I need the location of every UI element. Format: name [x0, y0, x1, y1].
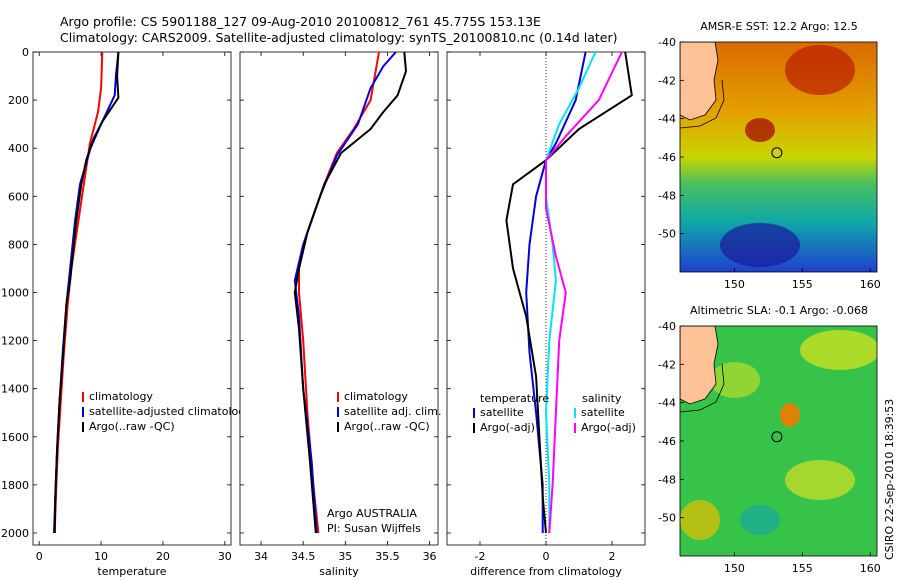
salinity-xtick-label: 34	[254, 550, 268, 563]
salinity-legend-label: satellite adj. clim.	[344, 405, 441, 418]
depth-tick-label: 1600	[1, 431, 29, 444]
temperature-xlabel: temperature	[97, 565, 166, 578]
depth-tick-label: 1200	[1, 335, 29, 348]
tasmania-land	[680, 42, 719, 121]
difference-xtick-label: 0	[543, 550, 550, 563]
sla-high-patch-2	[710, 362, 760, 398]
salinity-frame	[239, 51, 439, 546]
difference-series-1	[505, 51, 633, 534]
sla_map-argo-marker	[771, 431, 783, 443]
sst-cold-patch	[720, 223, 800, 267]
sla-high-patch	[800, 330, 877, 370]
temperature-xtick-label: 30	[218, 550, 232, 563]
temperature-legend-label: satellite-adjusted climatology	[89, 405, 252, 418]
panel-difference: -2 0 2 difference from climatology temperatu…	[446, 51, 646, 578]
difference-xtick-label: -2	[475, 550, 486, 563]
temperature-legend-label: Argo(..raw -QC)	[89, 420, 175, 433]
sst_map-xtick-label: 160	[860, 278, 881, 291]
sla_map-xtick-label: 160	[860, 562, 881, 575]
sla-low-patch	[740, 505, 780, 535]
sst_map-ytick-label: -42	[658, 74, 676, 87]
sst_map-ytick-label: -48	[658, 189, 676, 202]
sst_map-argo-marker	[771, 147, 783, 159]
depth-tick-label: 1000	[1, 286, 29, 299]
difference-series-0	[525, 51, 587, 533]
sla-map	[680, 326, 877, 556]
salinity-legend-label: climatology	[344, 390, 408, 403]
sla-high-patch-4	[680, 500, 720, 540]
sst_map-ytick-label: -50	[658, 228, 676, 241]
sst-warm-patch	[785, 45, 855, 95]
salinity-series-2	[293, 51, 407, 534]
sla_map-ytick-label: -44	[658, 397, 676, 410]
sla-eddy	[780, 403, 800, 427]
temperature-xtick-label: 10	[94, 550, 108, 563]
difference-xtick-label: 2	[609, 550, 616, 563]
diff-legend-label: Argo(-adj)	[581, 421, 636, 434]
difference-series-3	[545, 51, 623, 534]
argo-program-label: Argo AUSTRALIA	[327, 507, 417, 520]
tasmania-land-2	[680, 326, 719, 405]
salinity-legend-label: Argo(..raw -QC)	[344, 420, 430, 433]
sla_map-ytick-label: -40	[658, 320, 676, 333]
temperature-xtick-label: 0	[36, 550, 43, 563]
sst-warm-eddy	[745, 118, 775, 142]
footer-credit: CSIRO 22-Sep-2010 18:39:53	[883, 399, 896, 560]
header-line-1: Argo profile: CS 5901188_127 09-Aug-2010…	[60, 14, 541, 29]
sla_map-ytick-label: -50	[658, 512, 676, 525]
depth-tick-label: 400	[8, 142, 29, 155]
sla-map-title: Altimetric SLA: -0.1 Argo: -0.068	[690, 304, 868, 317]
legend-temperature-title: temperature	[480, 392, 549, 405]
panel-salinity: 34 34.5 35 35.5 36 salinity climatology satelli…	[239, 51, 441, 578]
temperature-legend-label: climatology	[89, 390, 153, 403]
sla-shelf-contour	[680, 363, 725, 413]
sst_map-ytick-label: -46	[658, 151, 676, 164]
diff-legend-label: satellite	[480, 406, 524, 419]
sla_map-ytick-label: -42	[658, 358, 676, 371]
sst_map-xtick-label: 155	[792, 278, 813, 291]
sla_map-xtick-label: 155	[792, 562, 813, 575]
header-line-2: Climatology: CARS2009. Satellite-adjuste…	[60, 30, 617, 45]
temperature-frame	[32, 51, 232, 546]
depth-tick-label: 2000	[1, 527, 29, 540]
depth-tick-label: 600	[8, 190, 29, 203]
salinity-xtick-label: 36	[423, 550, 437, 563]
depth-tick-label: 1400	[1, 383, 29, 396]
salinity-xtick-label: 34.5	[291, 550, 316, 563]
sla_map-ytick-label: -46	[658, 435, 676, 448]
salinity-xlabel: salinity	[319, 565, 359, 578]
panel-temperature: 0 10 20 30 0 200 400 600 800 1000 1200 1400 1600 1800…	[1, 46, 252, 578]
salinity-xtick-label: 35.5	[375, 550, 400, 563]
diff-legend-label: Argo(-adj)	[480, 421, 535, 434]
diff-legend-label: satellite	[581, 406, 625, 419]
sst_map-ytick-label: -40	[658, 36, 676, 49]
temperature-series-2	[53, 51, 120, 534]
salinity-xtick-label: 35	[338, 550, 352, 563]
temperature-xtick-label: 20	[156, 550, 170, 563]
depth-tick-label: 800	[8, 238, 29, 251]
sst-shelf-contour	[680, 79, 725, 129]
legend-salinity-title: salinity	[582, 392, 622, 405]
depth-tick-label: 1800	[1, 479, 29, 492]
sst_map-ytick-label: -44	[658, 113, 676, 126]
sla_map-ytick-label: -48	[658, 473, 676, 486]
sla-high-patch-3	[785, 460, 855, 500]
depth-tick-label: 0	[22, 46, 29, 59]
difference-xlabel: difference from climatology	[470, 565, 622, 578]
pi-label: PI: Susan Wijffels	[327, 522, 421, 535]
sst_map-xtick-label: 150	[724, 278, 745, 291]
sst-map-title: AMSR-E SST: 12.2 Argo: 12.5	[700, 20, 858, 33]
depth-tick-label: 200	[8, 94, 29, 107]
sla_map-xtick-label: 150	[724, 562, 745, 575]
